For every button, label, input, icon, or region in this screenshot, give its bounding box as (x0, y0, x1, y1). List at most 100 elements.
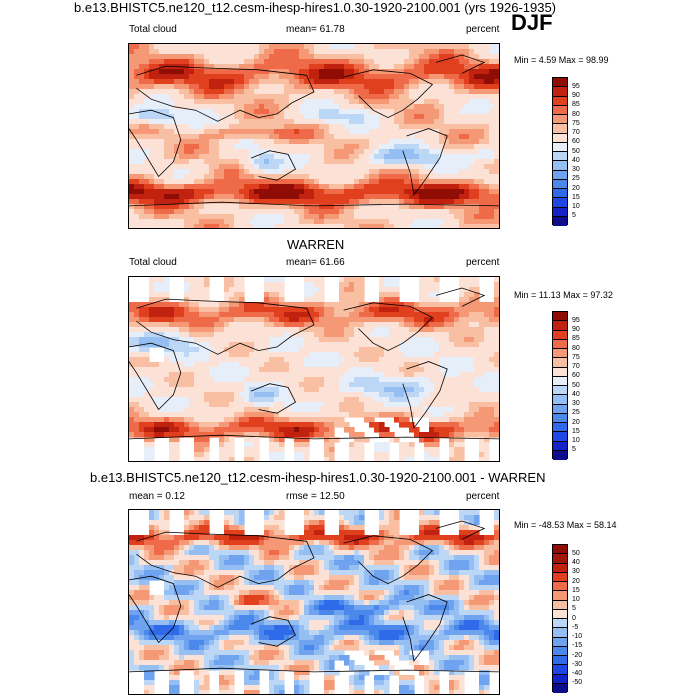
field-cell (169, 214, 175, 220)
field-cell (134, 194, 140, 200)
field-cell (139, 362, 145, 368)
field-cell (164, 402, 170, 408)
field-cell (314, 392, 320, 398)
field-cell (239, 407, 245, 413)
field-cell (339, 59, 345, 65)
field-cell (194, 277, 200, 283)
field-cell (169, 104, 175, 110)
field-cell (359, 392, 365, 398)
field-cell (434, 302, 440, 308)
field-cell (329, 214, 335, 220)
field-cell (304, 224, 310, 228)
field-cell (489, 204, 495, 210)
field-cell (304, 164, 310, 170)
field-cell (349, 84, 355, 90)
field-cell (354, 99, 360, 105)
field-cell (354, 54, 360, 60)
field-cell (359, 317, 365, 323)
field-cell (464, 134, 470, 140)
field-cell (409, 312, 415, 318)
field-cell (404, 69, 410, 75)
field-cell (294, 224, 300, 228)
field-cell (169, 109, 175, 115)
field-cell (344, 332, 350, 338)
field-cell (244, 317, 250, 323)
field-cell (314, 114, 320, 120)
field-cell (494, 204, 499, 210)
field-cell (194, 392, 200, 398)
field-cell (254, 194, 260, 200)
field-cell (494, 64, 499, 70)
field-cell (349, 174, 355, 180)
field-cell (164, 397, 170, 403)
field-cell (224, 297, 230, 303)
field-cell (134, 224, 140, 228)
field-cell (249, 84, 255, 90)
field-cell (449, 337, 455, 343)
field-cell (249, 412, 255, 418)
field-cell (494, 129, 499, 135)
field-cell (304, 194, 310, 200)
field-cell (364, 49, 370, 55)
field-cell (349, 402, 355, 408)
field-cell (449, 307, 455, 313)
field-cell (334, 179, 340, 185)
field-cell (194, 407, 200, 413)
field-cell (269, 297, 275, 303)
field-cell (294, 347, 300, 353)
field-cell (184, 164, 190, 170)
field-cell (174, 417, 180, 423)
field-cell (229, 124, 235, 130)
field-cell (489, 407, 495, 413)
field-cell (304, 94, 310, 100)
field-cell (294, 119, 300, 125)
field-cell (169, 387, 175, 393)
field-cell (274, 277, 280, 283)
field-cell (229, 307, 235, 313)
field-cell (404, 367, 410, 373)
field-cell (354, 194, 360, 200)
field-cell (309, 79, 315, 85)
field-cell (334, 139, 340, 145)
field-cell (134, 362, 140, 368)
field-cell (189, 99, 195, 105)
field-cell (474, 169, 480, 175)
field-cell (349, 89, 355, 95)
field-cell (384, 372, 390, 378)
field-cell (159, 302, 165, 308)
field-cell (189, 372, 195, 378)
field-cell (414, 69, 420, 75)
field-cell (399, 149, 405, 155)
field-cell (144, 332, 150, 338)
field-cell (244, 174, 250, 180)
field-cell (259, 427, 265, 433)
field-cell (494, 54, 499, 60)
field-cell (394, 149, 400, 155)
field-cell (454, 352, 460, 358)
field-cell (234, 412, 240, 418)
field-cell (234, 194, 240, 200)
field-cell (209, 337, 215, 343)
field-cell (164, 44, 170, 50)
field-cell (294, 442, 300, 448)
field-cell (409, 159, 415, 165)
field-cell (374, 174, 380, 180)
field-cell (299, 99, 305, 105)
field-cell (169, 417, 175, 423)
field-cell (404, 407, 410, 413)
field-cell (284, 387, 290, 393)
field-cell (479, 337, 485, 343)
field-cell (194, 129, 200, 135)
field-cell (154, 307, 160, 313)
field-cell (444, 194, 450, 200)
field-cell (204, 332, 210, 338)
field-cell (184, 392, 190, 398)
field-cell (404, 372, 410, 378)
field-cell (134, 124, 140, 130)
field-cell (394, 124, 400, 130)
field-cell (394, 342, 400, 348)
field-cell (409, 129, 415, 135)
field-cell (149, 214, 155, 220)
field-cell (154, 124, 160, 130)
field-cell (199, 109, 205, 115)
